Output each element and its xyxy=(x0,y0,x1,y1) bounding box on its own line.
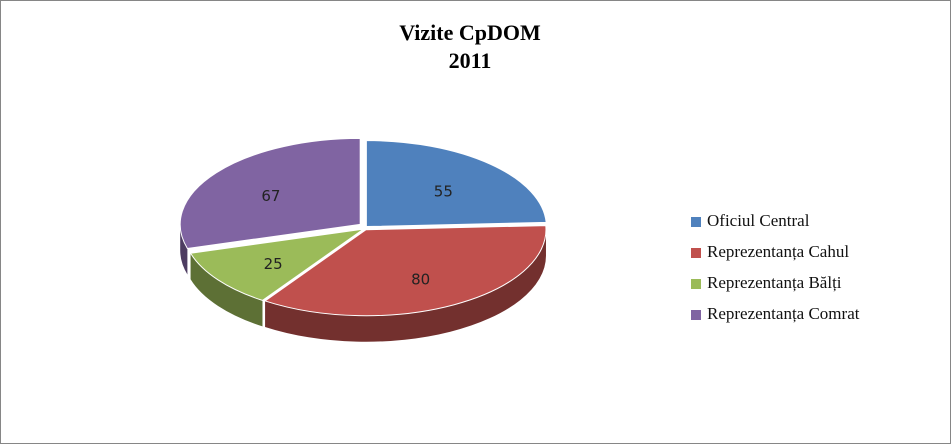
slice xyxy=(365,140,547,228)
chart-subtitle: 2011 xyxy=(449,48,492,73)
legend-swatch xyxy=(691,248,701,258)
value-label: 25 xyxy=(264,255,283,273)
legend-label: Reprezentanța Comrat xyxy=(707,304,860,323)
slice xyxy=(263,225,547,317)
slice xyxy=(189,228,364,301)
chart-title: Vizite CpDOM xyxy=(399,20,541,45)
value-label: 80 xyxy=(411,271,430,289)
legend-swatch xyxy=(691,310,701,320)
slice xyxy=(179,137,361,250)
slice-side xyxy=(190,253,263,327)
legend-label: Reprezentanța Bălți xyxy=(707,273,842,292)
value-label: 67 xyxy=(261,187,280,205)
legend-swatch xyxy=(691,279,701,289)
legend-label: Reprezentanța Cahul xyxy=(707,242,849,261)
legend-swatch xyxy=(691,217,701,227)
slice-side xyxy=(265,229,546,342)
legend-label: Oficiul Central xyxy=(707,211,810,230)
value-label: 55 xyxy=(434,182,453,200)
